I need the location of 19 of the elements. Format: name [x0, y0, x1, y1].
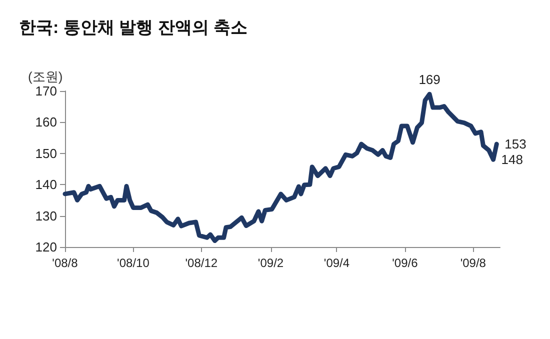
y-tick-label: 130	[35, 208, 57, 224]
x-tick-label: '09/4	[324, 256, 350, 270]
y-tick-label: 170	[35, 84, 57, 98]
x-tick-label: '09/2	[258, 256, 284, 270]
line-series	[62, 92, 499, 244]
annotation: 148	[501, 152, 523, 168]
annotation: 169	[418, 72, 440, 88]
x-tick-label: '09/8	[460, 256, 486, 270]
x-tick-label: '08/10	[117, 256, 150, 270]
x-tick-label: '08/12	[185, 256, 218, 270]
annotation: 153	[504, 136, 526, 152]
y-axis-title: (조원)	[28, 69, 63, 84]
y-tick-label: 120	[35, 240, 57, 254]
y-tick-label: 150	[35, 146, 57, 161]
y-tick-label: 140	[35, 177, 57, 192]
chart-title: 한국: 통안채 발행 잔액의 축소	[19, 18, 248, 37]
y-tick-label: 160	[35, 114, 57, 130]
x-tick-label: '08/8	[52, 256, 78, 270]
x-tick-label: '09/6	[392, 256, 418, 270]
